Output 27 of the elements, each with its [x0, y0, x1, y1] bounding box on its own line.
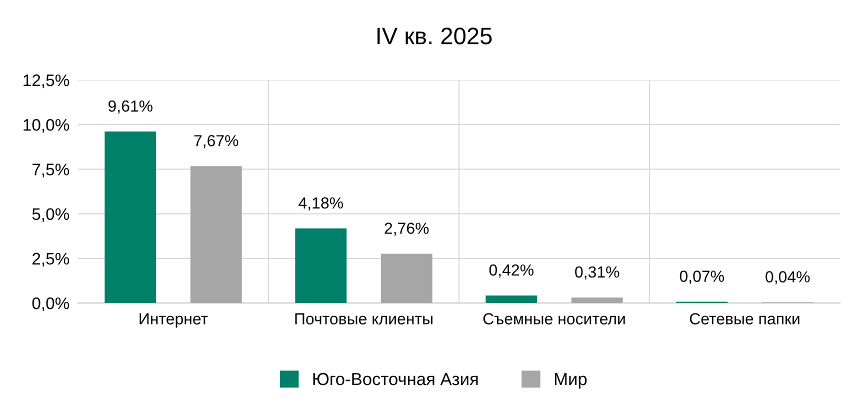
data-label: 7,67%: [194, 135, 238, 148]
data-label: 4,18%: [298, 197, 343, 210]
x-tick-label: Съемные носители: [483, 313, 625, 324]
y-tick-label: 7,5%: [32, 164, 70, 178]
data-label: 2,76%: [384, 222, 429, 236]
bar: [486, 296, 538, 303]
bar: [295, 228, 347, 303]
x-tick-label: Интернет: [140, 313, 208, 328]
bar: [190, 166, 242, 303]
data-label: 0,04%: [766, 271, 810, 284]
x-tick-label: Сетевые папки: [690, 313, 800, 324]
y-tick-label: 0,0%: [32, 297, 70, 312]
y-tick-label: 10,0%: [24, 119, 70, 133]
y-tick-label: 2,5%: [32, 252, 70, 267]
data-label: 9,61%: [108, 100, 152, 114]
data-label: 0,31%: [575, 266, 620, 280]
data-label: 0,07%: [680, 270, 724, 284]
x-tick-label: Почтовые клиенты: [295, 313, 432, 324]
chart-title: IV кв. 2025: [377, 28, 492, 44]
y-tick-label: 12,5%: [24, 74, 70, 88]
y-tick-label: 5,0%: [32, 208, 70, 222]
data-label: 0,42%: [489, 264, 534, 278]
legend-label: Юго-Восточная Азия: [313, 372, 478, 386]
legend-label: Мир: [554, 373, 587, 389]
bar: [380, 254, 432, 303]
bar: [571, 297, 623, 303]
bar: [104, 132, 156, 303]
